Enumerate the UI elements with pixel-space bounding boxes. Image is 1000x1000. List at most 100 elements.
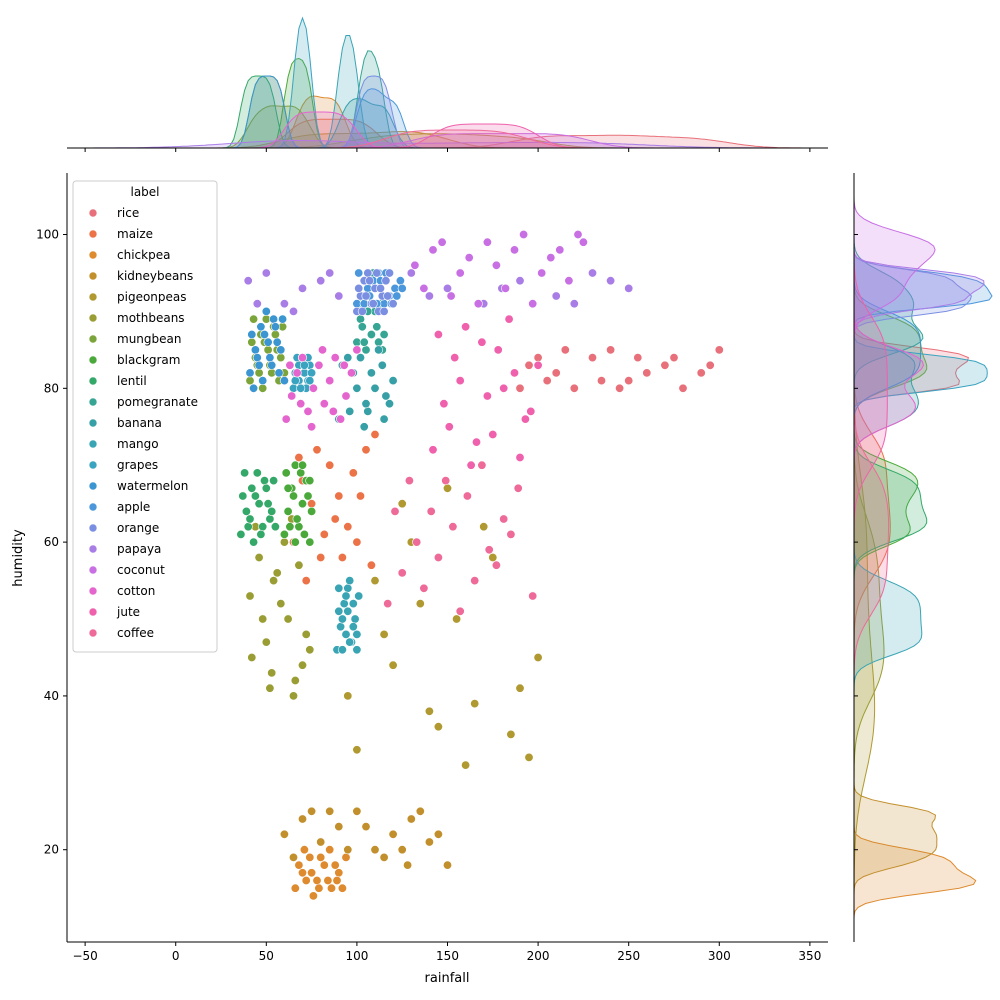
data-point: [337, 883, 347, 893]
data-point: [370, 429, 380, 439]
data-point: [341, 591, 351, 601]
data-point: [578, 237, 588, 247]
data-point: [269, 476, 279, 486]
series-mango: [332, 576, 364, 655]
data-point: [383, 599, 393, 609]
series-rice: [515, 345, 724, 393]
data-point: [455, 376, 465, 386]
data-point: [546, 253, 556, 263]
series-coffee: [383, 460, 538, 616]
data-point: [278, 314, 288, 324]
data-point: [365, 276, 375, 286]
data-point: [334, 868, 344, 878]
data-point: [352, 629, 362, 639]
data-point: [256, 322, 266, 332]
data-point: [383, 291, 393, 301]
data-point: [252, 353, 262, 363]
x-tick-label: 300: [708, 949, 731, 963]
data-point: [361, 345, 371, 355]
data-point: [303, 491, 313, 501]
data-point: [294, 452, 304, 462]
legend-label-watermelon: watermelon: [117, 479, 188, 493]
data-point: [488, 552, 498, 562]
data-point: [461, 760, 471, 770]
data-point: [437, 237, 447, 247]
data-point: [406, 814, 416, 824]
data-point: [374, 345, 384, 355]
data-point: [615, 383, 625, 393]
data-point: [267, 668, 277, 678]
data-point: [533, 652, 543, 662]
data-point: [587, 353, 597, 363]
data-point: [515, 683, 525, 693]
data-point: [314, 883, 324, 893]
data-point: [379, 414, 389, 424]
data-point: [288, 491, 298, 501]
data-point: [705, 360, 715, 370]
data-point: [343, 606, 353, 616]
data-point: [334, 291, 344, 301]
data-point: [330, 860, 340, 870]
data-point: [256, 529, 266, 539]
data-point: [281, 468, 291, 478]
data-point: [343, 522, 353, 532]
data-point: [297, 499, 307, 509]
data-point: [343, 353, 353, 363]
data-point: [524, 752, 534, 762]
data-point: [307, 806, 317, 816]
data-point: [307, 506, 317, 516]
legend-marker-cotton: [88, 586, 98, 596]
x-tick-label: 250: [617, 949, 640, 963]
data-point: [384, 399, 394, 409]
data-point: [363, 406, 373, 416]
data-point: [296, 399, 306, 409]
data-point: [403, 860, 413, 870]
data-point: [339, 599, 349, 609]
data-point: [292, 368, 302, 378]
legend-marker-pomegranate: [88, 397, 98, 407]
data-point: [252, 468, 262, 478]
data-point: [279, 829, 289, 839]
data-point: [330, 353, 340, 363]
data-point: [241, 506, 251, 516]
data-point: [395, 276, 405, 286]
data-point: [509, 245, 519, 255]
data-point: [355, 353, 365, 363]
data-point: [355, 314, 365, 324]
data-point: [261, 483, 271, 493]
data-point: [470, 576, 480, 586]
data-point: [259, 476, 269, 486]
legend-marker-apple: [88, 502, 98, 512]
data-point: [283, 506, 293, 516]
data-point: [366, 329, 376, 339]
data-point: [247, 483, 257, 493]
data-point: [372, 322, 382, 332]
data-point: [542, 376, 552, 386]
data-point: [551, 368, 561, 378]
data-point: [484, 545, 494, 555]
y-tick-label: 80: [44, 381, 59, 395]
data-point: [285, 360, 295, 370]
data-point: [301, 875, 311, 885]
data-point: [491, 260, 501, 270]
data-point: [361, 399, 371, 409]
data-point: [258, 376, 268, 386]
data-point: [312, 875, 322, 885]
data-point: [276, 345, 286, 355]
data-point: [366, 560, 376, 570]
scatter-points: [236, 230, 724, 901]
data-point: [281, 414, 291, 424]
data-point: [325, 806, 335, 816]
legend-label-cotton: cotton: [117, 584, 155, 598]
legend-label-kidneybeans: kidneybeans: [117, 269, 193, 283]
data-point: [290, 883, 300, 893]
data-point: [352, 345, 362, 355]
legend-label-apple: apple: [117, 500, 150, 514]
data-point: [366, 368, 376, 378]
data-point: [243, 522, 253, 532]
data-point: [283, 483, 293, 493]
data-point: [296, 383, 306, 393]
legend-label-pigeonpeas: pigeonpeas: [117, 290, 187, 304]
data-point: [334, 491, 344, 501]
data-point: [537, 268, 547, 278]
